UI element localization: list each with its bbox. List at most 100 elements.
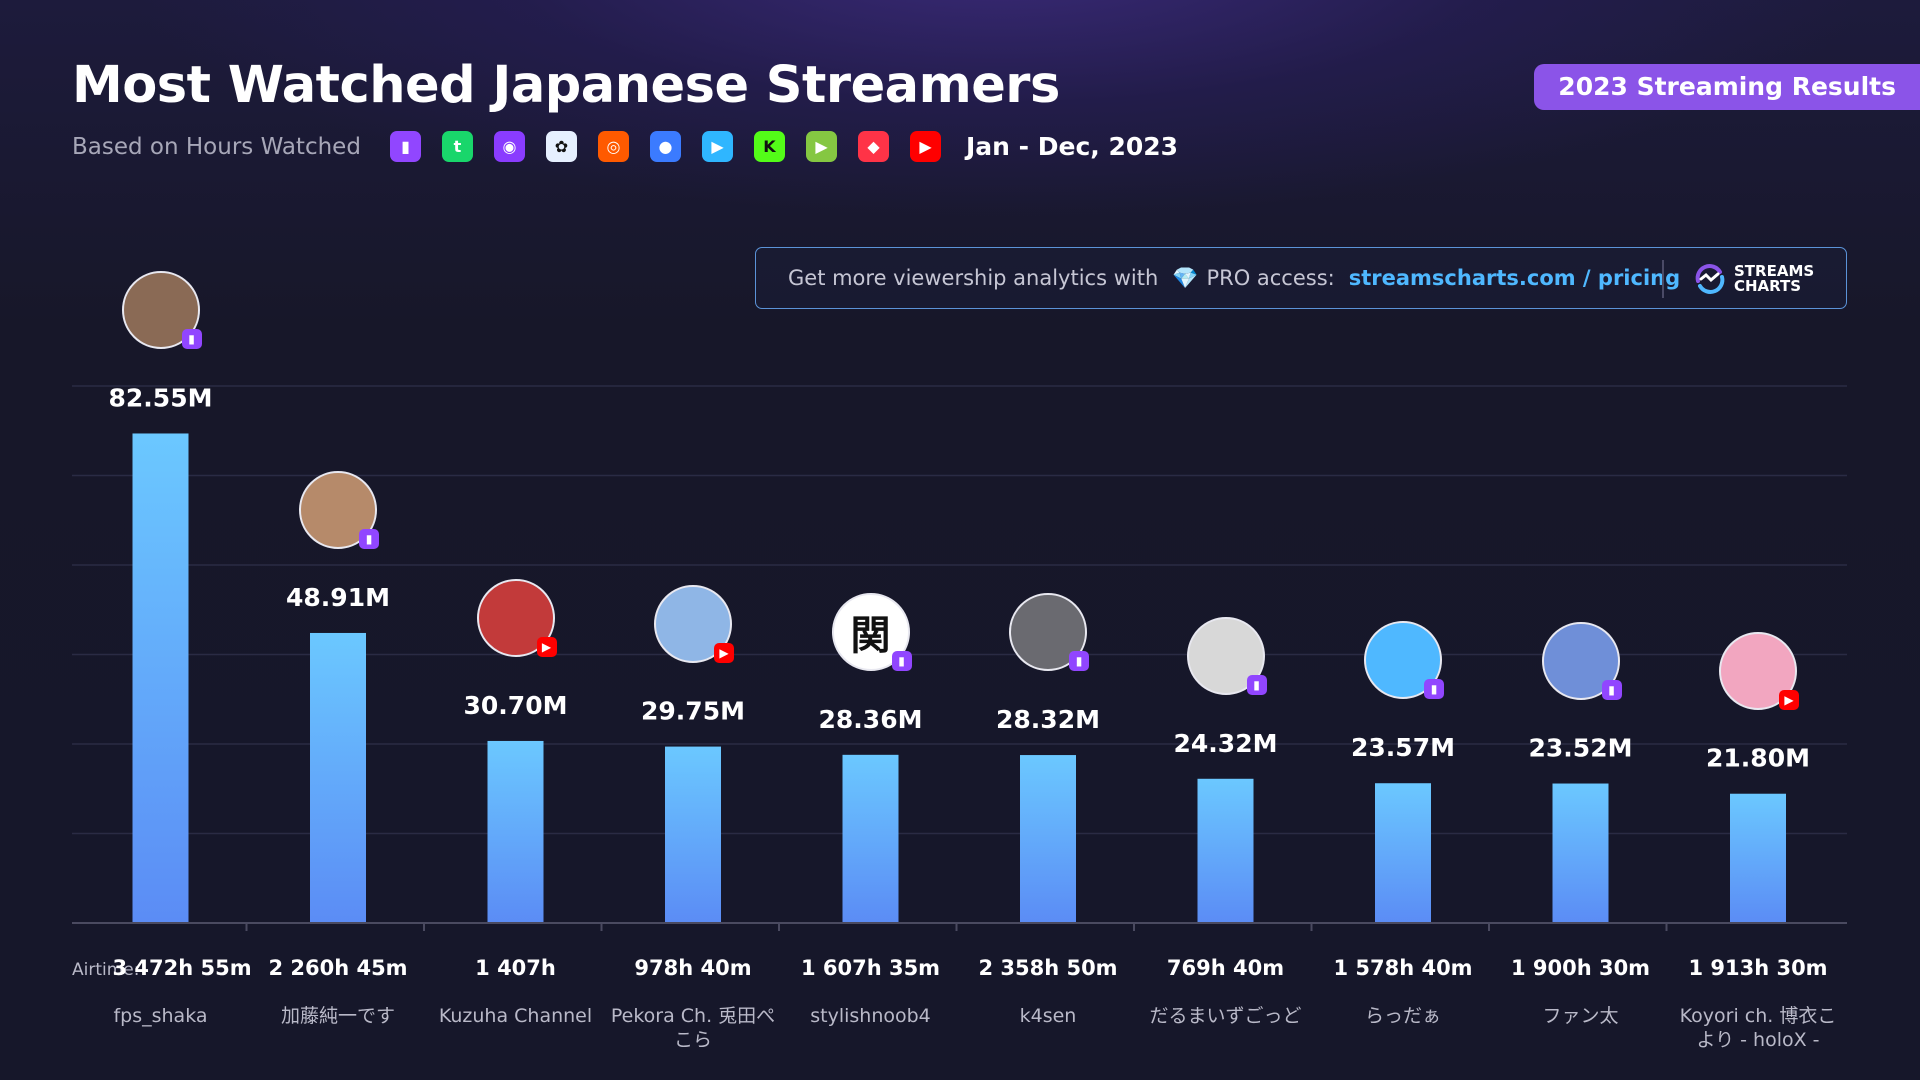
streamer-name: k4sen [1019, 1005, 1077, 1027]
streamer-column: 2 260h 45m 加藤純一です [252, 956, 424, 1028]
twitch-icon: ▮ [1601, 679, 1622, 700]
streamer-avatar: ▮ [299, 470, 379, 549]
afreeca-icon: ◎ [598, 131, 629, 162]
pricing-link[interactable]: streamscharts.com / pricing [1348, 266, 1681, 290]
bilibili-icon: ◉ [494, 131, 525, 162]
youtube-icon: ▶ [910, 131, 941, 162]
streamer-column: 1 913h 30m Koyori ch. 博衣こより - holoX - [1672, 956, 1844, 1052]
ghost-icon: ✿ [546, 131, 577, 162]
streamer-avatar: ▮ [121, 271, 202, 350]
streamer-avatar: ▶ [654, 584, 734, 663]
airtime-value: 1 407h [475, 956, 556, 980]
value-label-6: 24.32M [1174, 729, 1278, 758]
youtube-icon: ▶ [714, 642, 734, 663]
streamer-name: Kuzuha Channel [438, 1005, 593, 1027]
trovo-icon: t [442, 131, 473, 162]
streamer-column: 1 578h 40m らっだぁ [1317, 956, 1489, 1028]
bar-2 [487, 740, 544, 923]
bar-5 [1020, 755, 1076, 923]
page-title: Most Watched Japanese Streamers [72, 56, 1060, 115]
streamer-name: stylishnoob4 [810, 1005, 931, 1027]
platform-icons: ▮ t ◉ ✿ ◎ ● ▶ K ▶ ◆ ▶ [390, 131, 941, 162]
bar-8 [1552, 783, 1609, 923]
streamer-column: 2 358h 50m k4sen [962, 956, 1134, 1028]
streamer-avatar: 関 ▮ [831, 592, 912, 671]
twitch-icon: ▮ [390, 131, 421, 162]
bar-0 [132, 433, 189, 923]
bar-6 [1197, 778, 1254, 923]
avatar-image [1719, 631, 1797, 710]
streamer-name: Koyori ch. 博衣こより - holoX - [1679, 1005, 1837, 1051]
value-label-2: 30.70M [464, 691, 568, 720]
streamer-column: 978h 40m Pekora Ch. 兎田ぺこら [607, 956, 779, 1052]
airtime-value: 2 358h 50m [978, 956, 1118, 980]
airtime-value: 1 900h 30m [1510, 956, 1651, 980]
streamer-avatar: ▮ [1364, 621, 1444, 700]
youtube-icon: ▶ [1779, 689, 1799, 710]
airtime-value: 1 913h 30m [1688, 956, 1828, 980]
streamer-column: 1 900h 30m ファン太 [1495, 956, 1667, 1028]
kick-icon: K [754, 131, 785, 162]
bar-3 [665, 746, 721, 923]
streamer-name: らっだぁ [1364, 1005, 1441, 1027]
promo-banner[interactable]: Get more viewership analytics with 💎 PRO… [755, 247, 1847, 309]
bar-9 [1730, 793, 1786, 923]
streamer-avatar: ▶ [476, 578, 557, 657]
vk-play-icon: ◆ [858, 131, 889, 162]
period-label: Jan - Dec, 2023 [966, 132, 1179, 161]
openrec-icon: ● [650, 131, 681, 162]
nimo-icon: ▶ [702, 131, 733, 162]
twitch-icon: ▮ [1069, 651, 1089, 672]
value-label-3: 29.75M [641, 697, 745, 726]
twitch-icon: ▮ [181, 329, 202, 350]
streamer-column: 1 607h 35m stylishnoob4 [785, 956, 957, 1028]
twitch-icon: ▮ [359, 528, 379, 549]
promo-divider [1662, 260, 1664, 298]
streamer-avatar: ▶ [1719, 631, 1799, 710]
bar-4 [842, 754, 899, 923]
brand-line1: STREAMS [1734, 262, 1815, 280]
twitch-icon: ▮ [1424, 679, 1444, 700]
twitch-icon: ▮ [891, 650, 912, 671]
value-label-9: 21.80M [1706, 744, 1810, 773]
value-label-0: 82.55M [109, 383, 213, 412]
promo-text: Get more viewership analytics with [788, 266, 1159, 290]
results-badge: 2023 Streaming Results [1534, 64, 1920, 110]
promo-pro-text: PRO access: [1206, 266, 1335, 290]
value-label-8: 23.52M [1529, 734, 1633, 763]
airtime-value: 978h 40m [634, 956, 752, 980]
twitch-icon: ▮ [1246, 674, 1267, 695]
airtime-value: 1 607h 35m [800, 956, 941, 980]
brand-line2: CHARTS [1734, 277, 1802, 295]
diamond-icon: 💎 [1172, 265, 1199, 290]
airtime-value: 769h 40m [1166, 956, 1285, 980]
value-label-4: 28.36M [819, 705, 923, 734]
streamer-name: Pekora Ch. 兎田ぺこら [610, 1005, 776, 1051]
airtime-value: 3 472h 55m [112, 956, 252, 980]
streamer-column: 1 407h Kuzuha Channel [430, 956, 602, 1028]
value-label-1: 48.91M [286, 583, 390, 612]
airtime-value: 2 260h 45m [268, 956, 408, 980]
avatar-image [121, 271, 200, 350]
bar-7 [1375, 783, 1431, 923]
streamer-name: だるまいずごっど [1149, 1005, 1302, 1027]
bar-1 [310, 632, 366, 923]
airtime-prefix: Airtime: [72, 960, 140, 980]
airtime-value: 1 578h 40m [1333, 956, 1473, 980]
page-subtitle: Based on Hours Watched [72, 134, 361, 160]
streamer-name: 加藤純一です [280, 1005, 395, 1027]
value-label-5: 28.32M [996, 705, 1100, 734]
streamer-avatar: ▮ [1009, 593, 1089, 672]
streamer-name: ファン太 [1542, 1005, 1619, 1027]
streams-charts-logo[interactable]: STREAMS CHARTS [1694, 260, 1834, 298]
streamer-column: 769h 40m だるまいずごっど [1140, 956, 1312, 1028]
rumble-icon: ▶ [806, 131, 837, 162]
streamer-avatar: ▮ [1541, 621, 1622, 700]
streamer-avatar: ▮ [1186, 616, 1267, 695]
streamer-name: fps_shaka [113, 1005, 208, 1027]
value-label-7: 23.57M [1351, 733, 1455, 762]
streamer-column: 3 472h 55m fps_shaka [112, 956, 252, 1028]
streams-charts-icon [1695, 264, 1725, 294]
youtube-icon: ▶ [536, 636, 557, 657]
